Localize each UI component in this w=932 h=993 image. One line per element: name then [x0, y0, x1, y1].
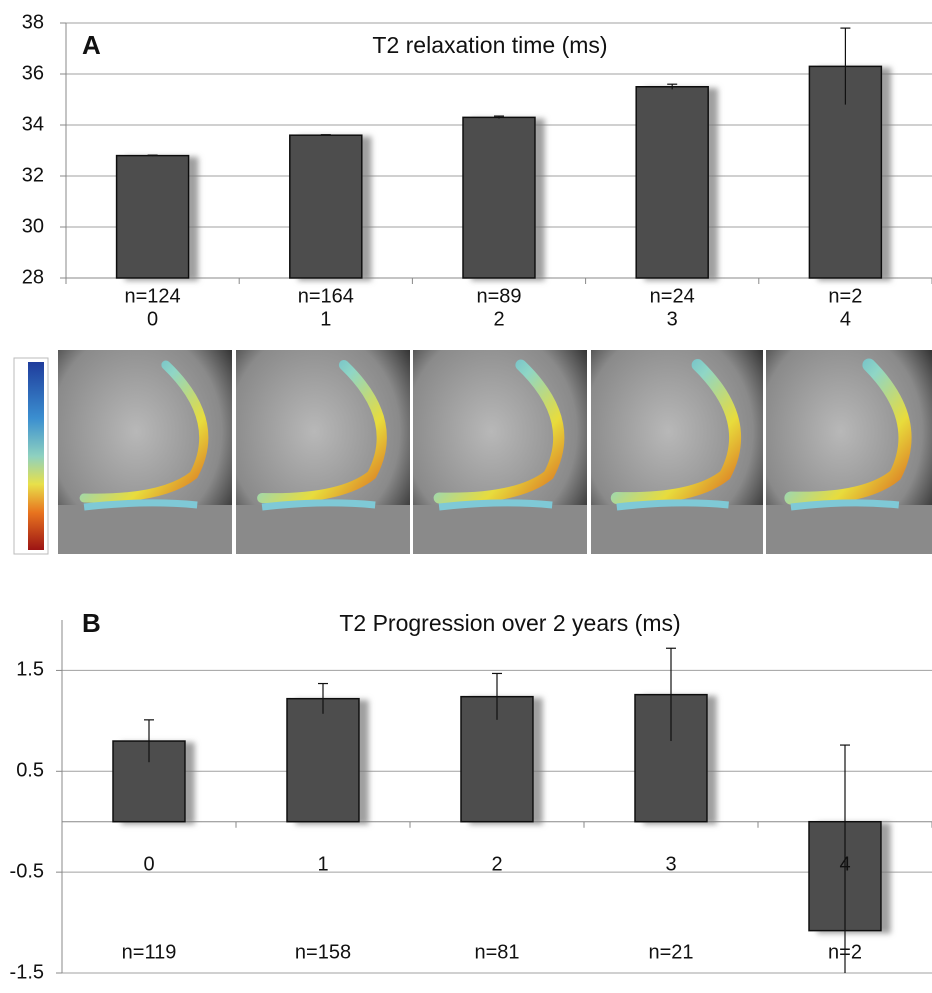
- y-tick-label: 32: [22, 164, 44, 186]
- x-tick-label: 3: [665, 853, 676, 875]
- tibial-cartilage: [261, 499, 376, 511]
- femoral-cartilage: [784, 358, 912, 505]
- y-tick-label: 30: [22, 215, 44, 237]
- x-tick-label: 1: [320, 308, 331, 330]
- tibial-cartilage: [83, 499, 198, 511]
- y-tick-label: 36: [22, 62, 44, 84]
- panel-label: B: [82, 608, 101, 638]
- mri-strip: [13, 350, 932, 555]
- y-tick-label: 1.5: [16, 659, 44, 681]
- x-tick-label: 2: [491, 853, 502, 875]
- tibia: [766, 505, 932, 554]
- sample-size: n=21: [648, 941, 693, 963]
- femoral-cartilage: [610, 359, 742, 505]
- y-tick-label: 0.5: [16, 760, 44, 782]
- sample-size: n=24: [650, 285, 695, 307]
- tibial-cartilage: [616, 499, 729, 511]
- bar: [462, 116, 536, 279]
- x-tick-label: 3: [667, 308, 678, 330]
- y-tick-label: 28: [22, 266, 44, 288]
- sample-size: n=158: [295, 941, 351, 963]
- bar: [115, 154, 190, 279]
- sample-size: n=2: [828, 285, 862, 307]
- tibia: [58, 505, 232, 554]
- sample-size: n=119: [122, 941, 177, 963]
- tibia: [236, 505, 410, 554]
- y-tick-label: -0.5: [10, 860, 44, 882]
- sample-size: n=124: [125, 285, 181, 307]
- bar: [286, 697, 360, 823]
- tibial-cartilage: [438, 499, 553, 511]
- colorbar: [28, 362, 44, 550]
- femoral-cartilage: [79, 360, 209, 503]
- sample-size: n=81: [474, 941, 519, 963]
- sample-size: n=164: [298, 285, 354, 307]
- femoral-cartilage: [257, 360, 387, 504]
- chart-title: T2 relaxation time (ms): [372, 32, 607, 58]
- x-tick-label: 1: [317, 853, 328, 875]
- y-tick-label: 34: [22, 113, 44, 135]
- x-tick-label: 4: [840, 308, 851, 330]
- tibial-cartilage: [790, 499, 900, 511]
- y-tick-label: 38: [22, 11, 44, 33]
- bar: [289, 134, 363, 279]
- tibia: [591, 505, 763, 554]
- x-tick-label: 0: [147, 308, 158, 330]
- x-tick-label: 2: [493, 308, 504, 330]
- sample-size: n=2: [828, 941, 862, 963]
- tibia: [413, 505, 587, 554]
- bar: [635, 86, 709, 279]
- x-tick-label: 4: [839, 853, 850, 875]
- chart-title: T2 Progression over 2 years (ms): [339, 610, 680, 636]
- y-tick-label: -1.5: [10, 961, 44, 983]
- sample-size: n=89: [476, 285, 521, 307]
- femoral-cartilage: [433, 359, 565, 504]
- panel-label: A: [82, 30, 101, 60]
- x-tick-label: 0: [143, 853, 154, 875]
